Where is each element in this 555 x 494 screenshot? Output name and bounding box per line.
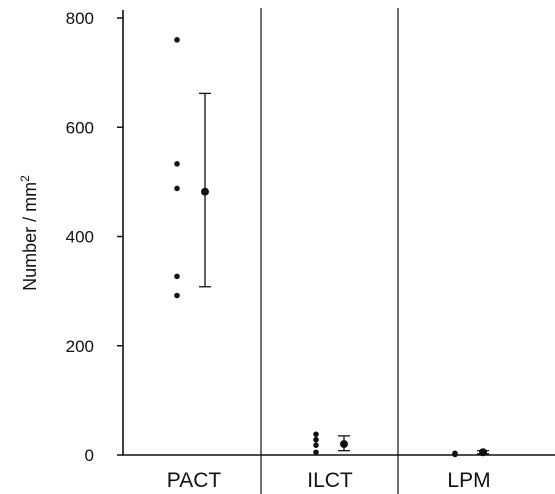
data-point-pact-1 <box>174 37 180 43</box>
data-point-ilct-4 <box>313 449 319 456</box>
y-axis-title: Number / mm2 <box>18 175 40 291</box>
data-point-ilct-2 <box>313 436 319 443</box>
category-label-lpm: LPM <box>447 469 490 492</box>
y-axis: 0 200 400 600 800 <box>66 9 124 465</box>
data-point-pact-3 <box>174 185 180 192</box>
y-tick-label-400: 400 <box>66 228 94 247</box>
group-ilct: ILCT <box>307 431 353 492</box>
y-tick-label-600: 600 <box>66 118 94 137</box>
mean-point-lpm <box>479 448 487 457</box>
mean-point-ilct <box>340 440 348 449</box>
data-point-pact-4 <box>174 273 180 280</box>
group-lpm: LPM <box>447 448 491 492</box>
y-tick-label-200: 200 <box>66 337 94 356</box>
y-axis-title-superscript: 2 <box>18 175 32 182</box>
y-axis-title-text: Number / mm <box>20 182 40 291</box>
mean-point-pact <box>201 187 209 196</box>
data-point-lpm-2 <box>452 451 458 458</box>
data-point-ilct-1 <box>313 431 319 438</box>
y-tick-label-800: 800 <box>66 9 94 28</box>
y-ticks: 0 200 400 600 800 <box>66 9 123 465</box>
data-groups: PACT ILCT LPM <box>167 37 491 492</box>
data-point-ilct-3 <box>313 442 319 448</box>
group-pact: PACT <box>167 37 222 492</box>
category-label-ilct: ILCT <box>307 469 353 492</box>
y-tick-label-0: 0 <box>85 446 94 465</box>
data-point-pact-2 <box>174 161 180 167</box>
category-label-pact: PACT <box>167 469 222 492</box>
data-point-pact-5 <box>174 292 180 299</box>
